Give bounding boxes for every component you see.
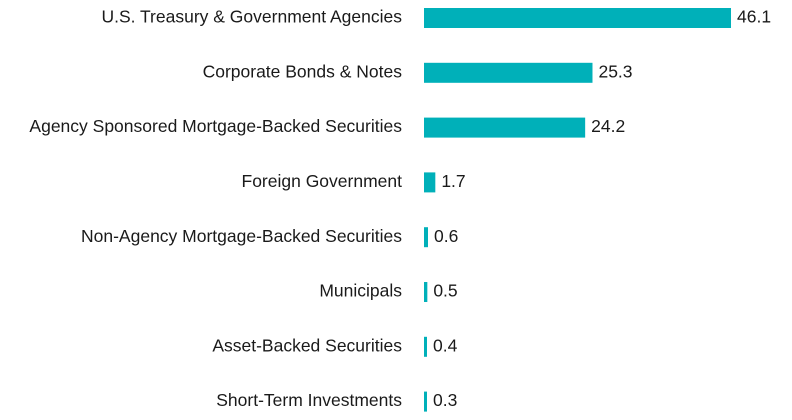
category-label: Municipals	[319, 281, 402, 301]
value-label: 46.1	[737, 7, 771, 27]
category-labels: U.S. Treasury & Government Agencies Corpo…	[29, 7, 402, 411]
bar	[424, 282, 428, 302]
category-label: U.S. Treasury & Government Agencies	[101, 7, 402, 27]
category-label: Agency Sponsored Mortgage-Backed Securit…	[29, 116, 402, 136]
bar	[424, 172, 436, 193]
bar	[424, 117, 586, 138]
value-label: 1.7	[441, 171, 465, 191]
category-label: Asset-Backed Securities	[212, 335, 402, 355]
value-label: 0.6	[434, 226, 458, 246]
value-label: 0.3	[433, 390, 457, 410]
bar	[424, 391, 427, 412]
value-label: 24.2	[591, 116, 625, 136]
value-label: 25.3	[598, 61, 632, 81]
value-labels: 46.1 25.3 24.2 1.7 0.6 0.5 0.4 0.3	[433, 7, 771, 411]
bar	[424, 336, 427, 357]
bars	[424, 8, 731, 412]
category-label: Corporate Bonds & Notes	[203, 61, 403, 81]
bar	[424, 8, 731, 28]
category-label: Foreign Government	[242, 171, 403, 191]
category-label: Non-Agency Mortgage-Backed Securities	[81, 226, 402, 246]
bar	[424, 62, 593, 83]
value-label: 0.5	[433, 281, 457, 301]
category-label: Short-Term Investments	[216, 390, 402, 410]
bar	[424, 227, 428, 248]
value-label: 0.4	[433, 335, 458, 355]
